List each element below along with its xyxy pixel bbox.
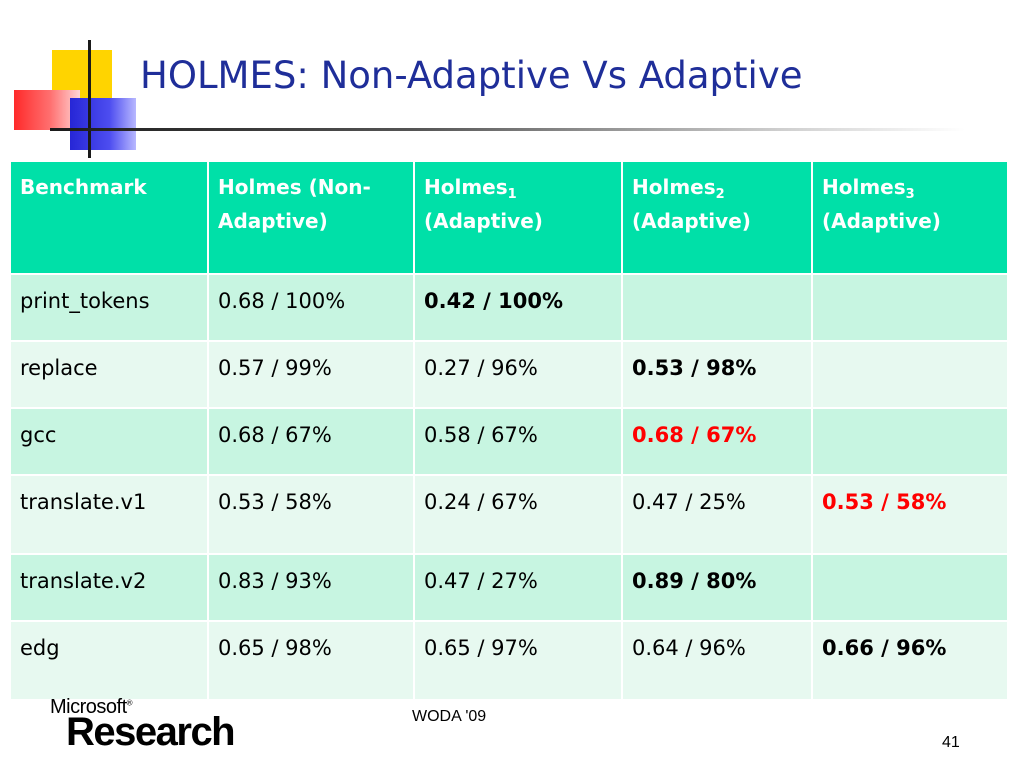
header-holmes-1: Holmes1 (Adaptive) <box>413 160 623 275</box>
cell-holmes-non-adaptive: 0.83 / 93% <box>207 553 415 622</box>
cell-holmes-3 <box>811 407 1009 476</box>
logo-research-text: Research <box>66 710 236 754</box>
results-table: Benchmark Holmes (Non-Adaptive) Holmes1(… <box>9 160 1009 701</box>
cell-holmes-1: 0.24 / 67% <box>413 474 623 555</box>
cell-holmes-non-adaptive: 0.57 / 99% <box>207 340 415 409</box>
title-underline <box>50 128 965 131</box>
cell-holmes-3 <box>811 553 1009 622</box>
cell-benchmark: translate.v2 <box>9 553 209 622</box>
decor-blue-square <box>70 98 136 150</box>
cell-holmes-non-adaptive: 0.53 / 58% <box>207 474 415 555</box>
footer-event: WODA '09 <box>412 708 487 725</box>
cell-holmes-2 <box>621 273 813 342</box>
table-row: gcc 0.68 / 67% 0.58 / 67% 0.68 / 67% <box>9 407 1009 476</box>
logo-microsoft-text: Microsoft <box>50 696 127 718</box>
page-number: 41 <box>942 734 960 751</box>
decor-vertical-line <box>88 40 91 158</box>
cell-holmes-3 <box>811 273 1009 342</box>
cell-benchmark: gcc <box>9 407 209 476</box>
cell-holmes-1: 0.47 / 27% <box>413 553 623 622</box>
header-holmes-3: Holmes3 (Adaptive) <box>811 160 1009 275</box>
cell-holmes-2: 0.47 / 25% <box>621 474 813 555</box>
cell-holmes-1: 0.58 / 67% <box>413 407 623 476</box>
decor-red-square <box>14 90 80 130</box>
cell-holmes-2: 0.89 / 80% <box>621 553 813 622</box>
cell-holmes-non-adaptive: 0.68 / 100% <box>207 273 415 342</box>
header-holmes-non-adaptive: Holmes (Non-Adaptive) <box>207 160 415 275</box>
header-holmes-2: Holmes2 (Adaptive) <box>621 160 813 275</box>
cell-benchmark: print_tokens <box>9 273 209 342</box>
cell-holmes-1: 0.42 / 100% <box>413 273 623 342</box>
table-header-row: Benchmark Holmes (Non-Adaptive) Holmes1(… <box>9 160 1009 275</box>
cell-holmes-1: 0.27 / 96% <box>413 340 623 409</box>
cell-holmes-2: 0.53 / 98% <box>621 340 813 409</box>
cell-holmes-1: 0.65 / 97% <box>413 620 623 701</box>
table-row: print_tokens 0.68 / 100% 0.42 / 100% <box>9 273 1009 342</box>
cell-benchmark: edg <box>9 620 209 701</box>
cell-holmes-3 <box>811 340 1009 409</box>
cell-holmes-2: 0.68 / 67% <box>621 407 813 476</box>
cell-holmes-2: 0.64 / 96% <box>621 620 813 701</box>
table-row: edg 0.65 / 98% 0.65 / 97% 0.64 / 96% 0.66 / … <box>9 620 1009 701</box>
cell-benchmark: translate.v1 <box>9 474 209 555</box>
cell-holmes-non-adaptive: 0.65 / 98% <box>207 620 415 701</box>
cell-holmes-non-adaptive: 0.68 / 67% <box>207 407 415 476</box>
cell-holmes-3: 0.53 / 58% <box>811 474 1009 555</box>
header-benchmark: Benchmark <box>9 160 209 275</box>
table-row: replace 0.57 / 99% 0.27 / 96% 0.53 / 98% <box>9 340 1009 409</box>
cell-holmes-3: 0.66 / 96% <box>811 620 1009 701</box>
microsoft-research-logo: Microsoft® Research <box>50 696 236 754</box>
slide-title: HOLMES: Non-Adaptive Vs Adaptive <box>140 54 803 97</box>
table-row: translate.v2 0.83 / 93% 0.47 / 27% 0.89 / 8… <box>9 553 1009 622</box>
cell-benchmark: replace <box>9 340 209 409</box>
table-row: translate.v1 0.53 / 58% 0.24 / 67% 0.47 / 2… <box>9 474 1009 555</box>
